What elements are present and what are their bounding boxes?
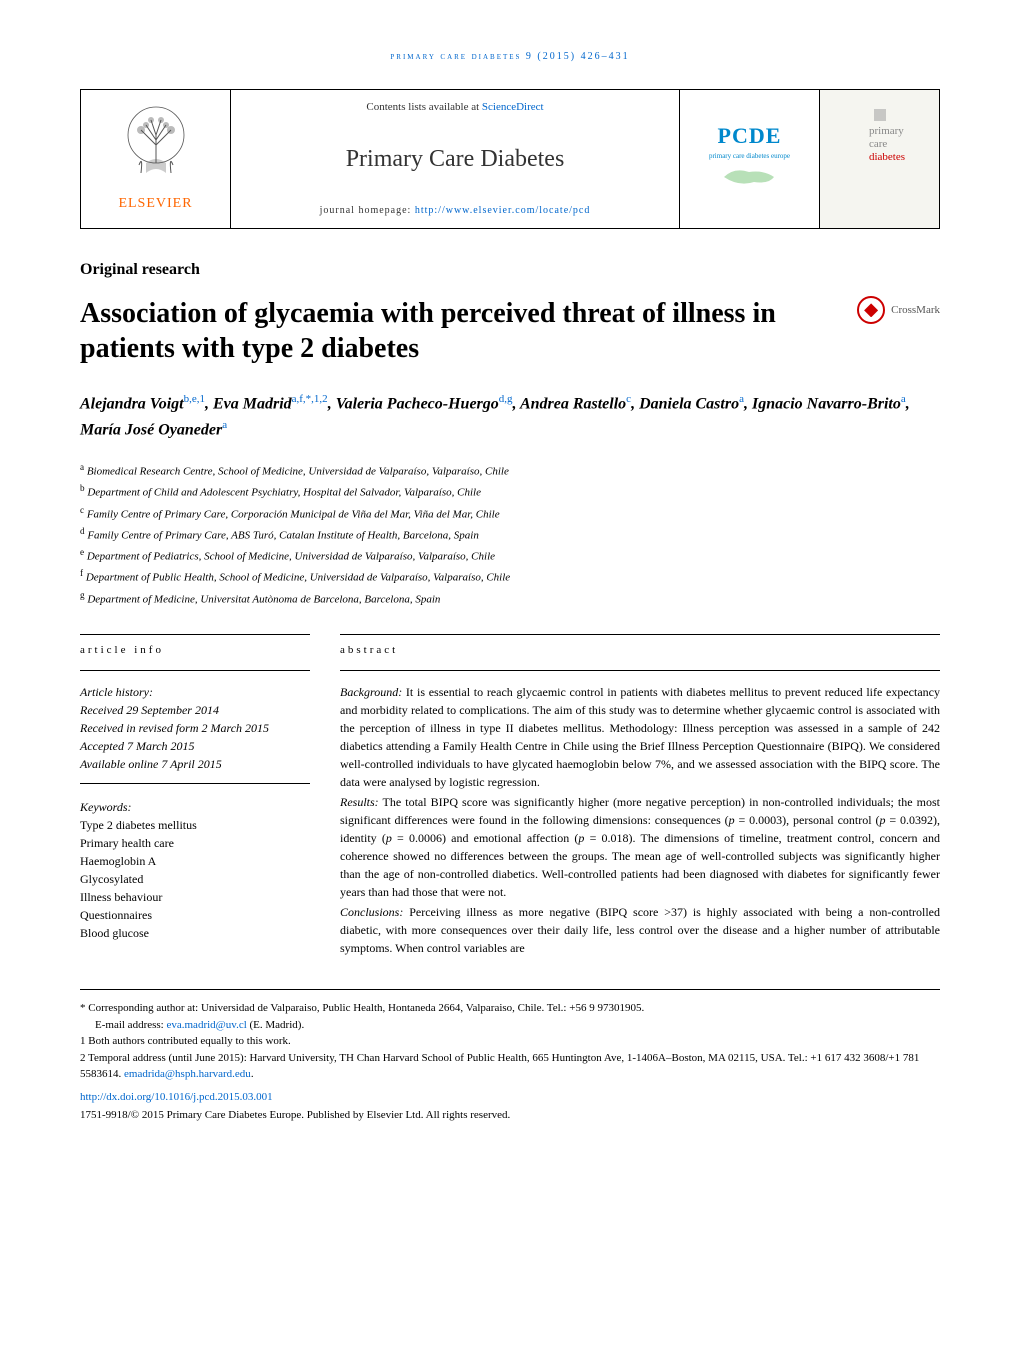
homepage-link[interactable]: http://www.elsevier.com/locate/pcd xyxy=(415,205,591,216)
pcde-logo: PCDE primary care diabetes europe xyxy=(709,121,790,197)
affiliation-line: f Department of Public Health, School of… xyxy=(80,566,940,587)
footnote-2-email-link[interactable]: emadrida@hsph.harvard.edu xyxy=(124,1068,251,1080)
abstract-results: Results: The total BIPQ score was signif… xyxy=(340,793,940,901)
cover-line3: diabetes xyxy=(869,151,905,163)
footnote-1: 1 Both authors contributed equally to th… xyxy=(80,1033,940,1050)
cover-line2: care xyxy=(869,138,887,150)
article-history: Article history: Received 29 September 2… xyxy=(80,683,310,773)
abstract-conclusions: Conclusions: Perceiving illness as more … xyxy=(340,903,940,957)
abstract-background: Background: It is essential to reach gly… xyxy=(340,683,940,791)
pcde-logo-cell: PCDE primary care diabetes europe xyxy=(679,90,819,228)
footnote-2: 2 Temporal address (until June 2015): Ha… xyxy=(80,1050,940,1083)
crossmark-icon xyxy=(857,296,885,324)
journal-cover-cell: primary care diabetes xyxy=(819,90,939,228)
sciencedirect-link[interactable]: ScienceDirect xyxy=(482,101,544,113)
history-accepted: Accepted 7 March 2015 xyxy=(80,737,310,755)
elsevier-tree-icon xyxy=(121,105,191,190)
abstract-heading: abstract xyxy=(340,634,940,658)
article-type: Original research xyxy=(80,259,940,281)
keywords-rule xyxy=(80,783,310,784)
homepage-line: journal homepage: http://www.elsevier.co… xyxy=(320,204,591,218)
email-prefix: E-mail address: xyxy=(95,1019,166,1031)
keyword-item: Questionnaires xyxy=(80,906,310,924)
pcde-subtext: primary care diabetes europe xyxy=(709,152,790,162)
journal-name: Primary Care Diabetes xyxy=(346,143,565,177)
history-revised: Received in revised form 2 March 2015 xyxy=(80,719,310,737)
abstract-body: Background: It is essential to reach gly… xyxy=(340,683,940,957)
keyword-item: Primary health care xyxy=(80,834,310,852)
article-title: Association of glycaemia with perceived … xyxy=(80,296,857,366)
history-label: Article history: xyxy=(80,683,310,701)
corresponding-author-note: * Corresponding author at: Universidad d… xyxy=(80,1000,940,1017)
cover-title: primary care diabetes xyxy=(854,125,905,165)
keyword-item: Blood glucose xyxy=(80,924,310,942)
running-header: primary care diabetes 9 (2015) 426–431 xyxy=(80,50,940,64)
history-online: Available online 7 April 2015 xyxy=(80,755,310,773)
affiliation-line: e Department of Pediatrics, School of Me… xyxy=(80,545,940,566)
masthead: ELSEVIER Contents lists available at Sci… xyxy=(80,89,940,229)
email-suffix: (E. Madrid). xyxy=(247,1019,304,1031)
affiliation-line: a Biomedical Research Centre, School of … xyxy=(80,460,940,481)
contents-prefix: Contents lists available at xyxy=(366,101,481,113)
keywords-block: Keywords: Type 2 diabetes mellitusPrimar… xyxy=(80,798,310,942)
keyword-item: Illness behaviour xyxy=(80,888,310,906)
authors-list: Alejandra Voigtb,e,1, Eva Madrida,f,*,1,… xyxy=(80,391,940,442)
info-rule xyxy=(80,670,310,671)
homepage-prefix: journal homepage: xyxy=(320,205,415,216)
history-received: Received 29 September 2014 xyxy=(80,701,310,719)
contents-available-line: Contents lists available at ScienceDirec… xyxy=(366,100,543,115)
affiliation-line: c Family Centre of Primary Care, Corpora… xyxy=(80,503,940,524)
affiliation-line: d Family Centre of Primary Care, ABS Tur… xyxy=(80,524,940,545)
footnotes: * Corresponding author at: Universidad d… xyxy=(80,1000,940,1124)
abstract-rule xyxy=(340,670,940,671)
pcde-text: PCDE xyxy=(709,121,790,152)
copyright-line: 1751-9918/© 2015 Primary Care Diabetes E… xyxy=(80,1107,940,1124)
publisher-logo-cell: ELSEVIER xyxy=(81,90,231,228)
pcde-map-icon xyxy=(719,162,779,192)
corresponding-email-link[interactable]: eva.madrid@uv.cl xyxy=(166,1019,246,1031)
publisher-name: ELSEVIER xyxy=(118,194,192,214)
affiliation-line: b Department of Child and Adolescent Psy… xyxy=(80,481,940,502)
affiliation-line: g Department of Medicine, Universitat Au… xyxy=(80,588,940,609)
keyword-item: Type 2 diabetes mellitus xyxy=(80,816,310,834)
keyword-item: Glycosylated xyxy=(80,870,310,888)
crossmark-badge[interactable]: CrossMark xyxy=(857,296,940,324)
crossmark-label: CrossMark xyxy=(891,303,940,318)
keywords-label: Keywords: xyxy=(80,798,310,816)
cover-line1: primary xyxy=(869,125,904,137)
cover-crest-icon xyxy=(870,105,890,125)
journal-info-cell: Contents lists available at ScienceDirec… xyxy=(231,90,679,228)
footer-rule xyxy=(80,989,940,990)
article-info-heading: article info xyxy=(80,634,310,658)
affiliations-list: a Biomedical Research Centre, School of … xyxy=(80,460,940,609)
keyword-item: Haemoglobin A xyxy=(80,852,310,870)
doi-link[interactable]: http://dx.doi.org/10.1016/j.pcd.2015.03.… xyxy=(80,1091,273,1103)
email-line: E-mail address: eva.madrid@uv.cl (E. Mad… xyxy=(80,1017,940,1034)
